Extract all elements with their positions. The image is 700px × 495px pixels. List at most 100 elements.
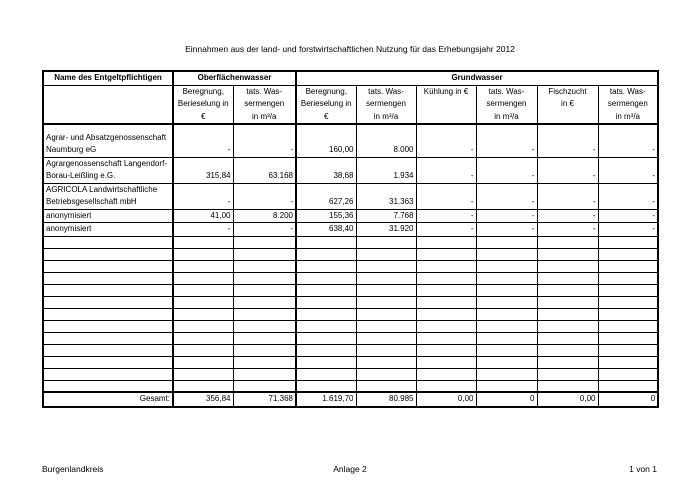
empty-cell xyxy=(232,319,297,333)
empty-cell xyxy=(42,331,174,345)
value-cell: - xyxy=(597,123,659,158)
empty-cell xyxy=(475,247,538,261)
value-cell: - xyxy=(597,208,659,223)
empty-cell xyxy=(295,271,357,285)
empty-cell xyxy=(355,247,417,261)
empty-cell xyxy=(415,307,477,321)
empty-cell xyxy=(42,379,174,393)
table-row: Name des Entgeltpflichtigen Oberflächenwa… xyxy=(42,70,659,86)
value-cell: - xyxy=(415,222,477,237)
empty-cell xyxy=(415,271,477,285)
table-row: anonymisiert - -638,40 31.920- - - - xyxy=(42,222,659,237)
table-row xyxy=(42,259,659,273)
table-row xyxy=(42,319,659,333)
empty-cell xyxy=(355,307,417,321)
header-column: tats. Was- sermengen in m³/a xyxy=(475,84,538,125)
empty-cell xyxy=(475,343,538,357)
empty-cell xyxy=(232,235,297,249)
empty-cell xyxy=(42,295,174,309)
empty-cell xyxy=(536,271,599,285)
value-cell: - xyxy=(232,182,297,210)
empty-cell xyxy=(597,331,659,345)
entity-name: Agrar- und Absatzgenossenschaft Naumburg… xyxy=(42,123,174,158)
entity-name: Agrargenossenschaft Langendorf- Borau-Le… xyxy=(42,156,174,184)
empty-cell xyxy=(295,247,357,261)
empty-cell xyxy=(42,307,174,321)
empty-cell xyxy=(232,271,297,285)
empty-cell xyxy=(355,271,417,285)
empty-cell xyxy=(172,247,234,261)
table-row: anonymisiert 41,00 8.200 155,36 7.768- - - - xyxy=(42,208,659,223)
header-name: Name des Entgeltpflichtigen xyxy=(42,70,174,86)
empty-cell xyxy=(295,331,357,345)
value-cell: 638,40 xyxy=(295,222,357,237)
empty-cell xyxy=(355,319,417,333)
empty-cell xyxy=(295,283,357,297)
value-cell: - xyxy=(415,123,477,158)
empty-cell xyxy=(536,283,599,297)
value-cell: - xyxy=(475,208,538,223)
empty-cell xyxy=(355,379,417,393)
empty-cell xyxy=(536,259,599,273)
empty-cell xyxy=(536,355,599,369)
empty-cell xyxy=(172,367,234,381)
table-row xyxy=(42,283,659,297)
empty-cell xyxy=(536,235,599,249)
empty-cell xyxy=(355,283,417,297)
header-group: Grundwasser xyxy=(294,70,659,86)
value-cell: 7.768 xyxy=(355,208,417,223)
empty-cell xyxy=(597,307,659,321)
value-cell: 315,84 xyxy=(172,156,234,184)
empty-cell xyxy=(232,367,297,381)
empty-cell xyxy=(42,271,174,285)
empty-cell xyxy=(597,343,659,357)
empty-cell xyxy=(295,379,357,393)
empty-cell xyxy=(415,319,477,333)
empty-cell xyxy=(597,355,659,369)
empty-cell xyxy=(355,235,417,249)
empty-cell xyxy=(232,295,297,309)
empty-cell xyxy=(232,283,297,297)
value-cell: - xyxy=(232,222,297,237)
value-cell: 1.934 xyxy=(355,156,417,184)
empty-cell xyxy=(42,283,174,297)
table-row xyxy=(42,343,659,357)
empty-cell xyxy=(536,295,599,309)
empty-cell xyxy=(536,367,599,381)
empty-cell xyxy=(597,367,659,381)
empty-cell xyxy=(232,247,297,261)
table-row xyxy=(42,355,659,369)
empty-cell xyxy=(355,355,417,369)
empty-cell xyxy=(415,355,477,369)
table-row xyxy=(42,295,659,309)
empty-cell xyxy=(172,319,234,333)
empty-cell xyxy=(232,331,297,345)
empty-cell xyxy=(415,343,477,357)
value-cell: - xyxy=(536,222,599,237)
empty-cell xyxy=(475,307,538,321)
document-title: Einnahmen aus der land- und forstwirtsch… xyxy=(185,44,515,54)
value-cell: 160,00 xyxy=(295,123,357,158)
empty-cell xyxy=(597,235,659,249)
value-cell: - xyxy=(475,156,538,184)
empty-cell xyxy=(415,259,477,273)
empty-cell xyxy=(42,319,174,333)
total-value: 0,00 xyxy=(415,391,477,407)
empty-cell xyxy=(415,295,477,309)
value-cell: 31.920 xyxy=(355,222,417,237)
total-value: 0 xyxy=(597,391,659,407)
value-cell: - xyxy=(536,123,599,158)
total-value: 80.985 xyxy=(355,391,417,407)
empty-cell xyxy=(172,295,234,309)
footer-left: Burgenlandkreis xyxy=(42,464,104,474)
footer-right: 1 von 1 xyxy=(629,464,657,474)
empty-cell xyxy=(172,307,234,321)
empty-cell xyxy=(172,271,234,285)
value-cell: 8.000 xyxy=(355,123,417,158)
empty-cell xyxy=(475,379,538,393)
entity-name: anonymisiert xyxy=(42,208,174,223)
value-cell: - xyxy=(536,208,599,223)
header-column: tats. Was- sermengen in m³/a xyxy=(232,84,297,125)
header-column: tats. Was- sermengen in m³/a xyxy=(355,84,417,125)
table-row xyxy=(42,367,659,381)
